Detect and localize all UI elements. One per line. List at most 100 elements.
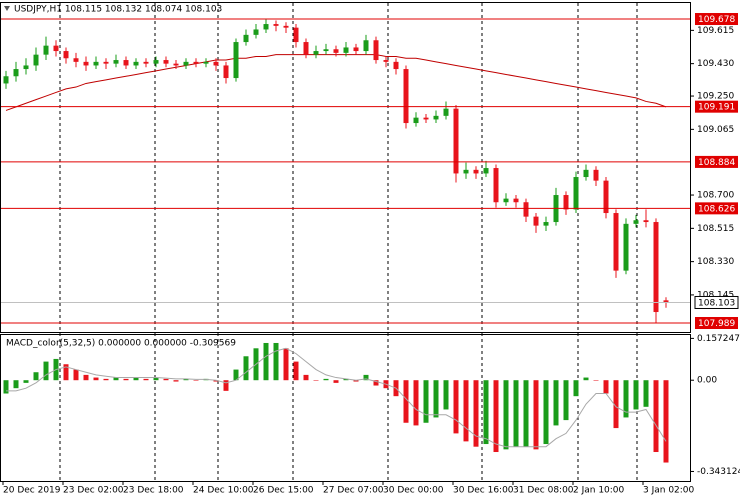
level-label-box: [695, 100, 738, 113]
macd-bar: [503, 380, 509, 450]
macd-bar: [223, 380, 229, 391]
candle-body: [113, 60, 119, 64]
macd-bar: [663, 380, 669, 463]
candle-body: [403, 69, 409, 124]
macd-bar: [533, 380, 539, 450]
macd-bar: [363, 374, 369, 381]
macd-bar: [43, 361, 49, 381]
level-label-box: [695, 202, 738, 215]
macd-bar: [473, 380, 479, 447]
candle-body: [3, 76, 9, 84]
candle-body: [633, 220, 639, 224]
y-tick-label: 0.00: [697, 376, 717, 386]
x-tick-label: 30 Dec 00:00: [383, 486, 444, 496]
x-tick-label: 20 Dec 2019: [3, 486, 61, 496]
macd-bar: [303, 374, 309, 381]
candle-body: [313, 51, 319, 55]
macd-bar: [73, 369, 79, 381]
macd-bar: [603, 380, 609, 394]
candle-body: [123, 60, 129, 66]
plots: [3, 18, 669, 463]
level-label: 108.626: [698, 204, 735, 214]
macd-bar: [403, 380, 409, 423]
level-label-box: [695, 317, 738, 330]
macd-bar: [83, 374, 89, 381]
macd-bar: [313, 380, 319, 381]
candle-body: [223, 65, 229, 79]
candle-body: [543, 222, 549, 226]
candle-body: [263, 24, 269, 30]
macd-bar: [233, 369, 239, 381]
candle-body: [243, 34, 249, 43]
signal-line: [6, 347, 667, 448]
candle-body: [353, 47, 359, 52]
last-price-box: [694, 295, 739, 309]
macd-bar: [193, 380, 199, 381]
x-tick-label: 30 Dec 16:00: [453, 486, 514, 496]
x-tick-label: 2 Jan 10:00: [573, 486, 625, 496]
macd-bar: [13, 380, 19, 389]
candle-body: [393, 61, 399, 70]
last-price-label: 108.103: [698, 298, 735, 308]
macd-bar: [103, 378, 109, 381]
macd-bar: [613, 380, 619, 429]
level-label: 108.884: [698, 158, 735, 168]
candle-body: [363, 40, 369, 52]
macd-bar: [63, 364, 69, 381]
macd-bar: [443, 380, 449, 410]
macd-bar: [323, 378, 329, 381]
x-tick-label: 23 Dec 18:00: [123, 486, 184, 496]
macd-bar: [343, 378, 349, 381]
candle-body: [23, 65, 29, 70]
price-panel-frame: [0, 2, 691, 333]
macd-bar: [553, 380, 559, 426]
macd-bar: [3, 380, 9, 394]
candle-body: [583, 169, 589, 178]
macd-bar: [623, 380, 629, 418]
macd-panel-frame: [0, 334, 691, 482]
macd-bar: [633, 380, 639, 410]
x-tick-label: 24 Dec 10:00: [193, 486, 254, 496]
candle-body: [303, 42, 309, 55]
macd-bar: [653, 380, 659, 453]
candle-body: [73, 58, 79, 62]
candle-body: [133, 61, 139, 66]
level-label-box: [695, 13, 738, 26]
candle-body: [103, 61, 109, 64]
indicator-title: MACD_color(5,32,5) 0.000000 0.000000 -0.…: [6, 339, 236, 349]
macd-bar: [433, 380, 439, 418]
candle-body: [153, 60, 159, 64]
macd-bar: [543, 380, 549, 445]
macd-bar: [183, 378, 189, 381]
macd-bar: [113, 377, 119, 381]
y-tick-label: 108.515: [697, 224, 734, 234]
macd-bar: [243, 356, 249, 381]
macd-bar: [23, 380, 29, 383]
candle-body: [163, 60, 169, 64]
macd-bar: [283, 348, 289, 381]
macd-bar: [213, 380, 219, 382]
x-tick-label: 26 Dec 15:00: [253, 486, 314, 496]
candle-body: [173, 63, 179, 66]
candle-body: [413, 117, 419, 124]
macd-bar: [483, 380, 489, 445]
candle-body: [323, 49, 329, 52]
candle-body: [443, 108, 449, 116]
y-tick-label: 0.157247: [697, 334, 740, 344]
candle-body: [213, 61, 219, 66]
candle-body: [533, 216, 539, 226]
macd-bar: [133, 377, 139, 381]
candle-body: [613, 213, 619, 271]
candle-body: [93, 61, 99, 66]
macd-bar: [583, 377, 589, 381]
candle-body: [83, 61, 89, 66]
candle-body: [233, 42, 239, 79]
candle-body: [53, 45, 59, 52]
candle-body: [503, 198, 509, 203]
macd-bar: [493, 380, 499, 453]
y-tick-label: 109.250: [697, 92, 734, 102]
level-label: 107.989: [698, 319, 735, 329]
level-label: 109.191: [698, 103, 735, 113]
